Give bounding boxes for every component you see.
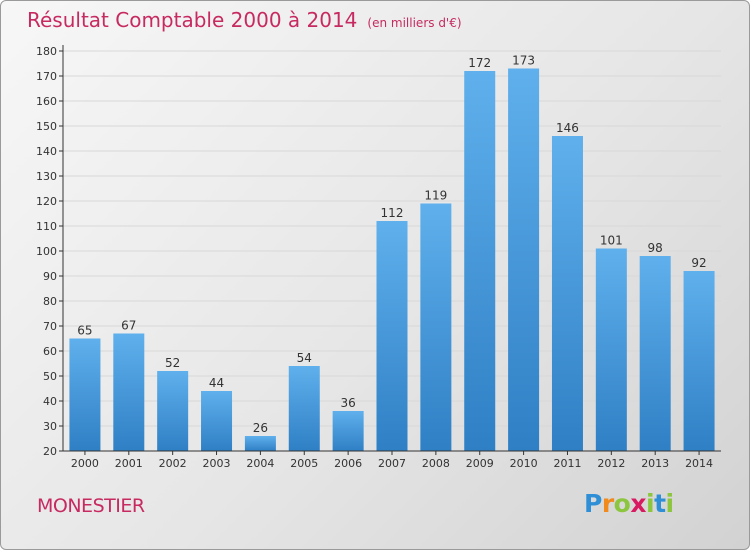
value-label: 65 [77, 324, 92, 338]
value-label: 36 [340, 396, 355, 410]
bar-2002 [157, 371, 189, 451]
bar-2003 [201, 391, 233, 451]
bar-2007 [376, 221, 408, 451]
value-label: 54 [297, 351, 312, 365]
value-label: 112 [381, 206, 404, 220]
x-tick-label: 2008 [422, 457, 450, 470]
value-label: 98 [648, 241, 663, 255]
location-name: MONESTIER [37, 495, 145, 517]
x-tick-label: 2012 [597, 457, 625, 470]
bar-2006 [332, 411, 364, 451]
y-tick-label: 160 [36, 95, 57, 108]
y-tick-label: 100 [36, 245, 57, 258]
bar-2008 [420, 203, 452, 451]
value-label: 146 [556, 121, 579, 135]
chart-title: Résultat Comptable 2000 à 2014 (en millie… [27, 8, 462, 32]
value-label: 44 [209, 376, 224, 390]
y-tick-label: 130 [36, 170, 57, 183]
y-tick-label: 70 [43, 320, 57, 333]
x-tick-label: 2014 [685, 457, 713, 470]
y-tick-label: 120 [36, 195, 57, 208]
y-tick-label: 180 [36, 45, 57, 58]
x-tick-label: 2010 [510, 457, 538, 470]
y-tick-label: 30 [43, 420, 57, 433]
bar-2010 [508, 68, 540, 451]
bar-2004 [244, 436, 276, 451]
x-tick-label: 2000 [71, 457, 99, 470]
value-label: 173 [512, 54, 535, 68]
bar-2001 [113, 333, 145, 451]
y-tick-label: 40 [43, 395, 57, 408]
x-tick-label: 2003 [203, 457, 231, 470]
value-label: 67 [121, 319, 136, 333]
x-tick-label: 2006 [334, 457, 362, 470]
y-tick-label: 60 [43, 345, 57, 358]
bar-2014 [683, 271, 715, 451]
value-label: 101 [600, 234, 623, 248]
x-tick-label: 2001 [115, 457, 143, 470]
y-tick-labels: 20 30 40 50 60 70 80 90 100 110 120 130 140 150 160 170… [36, 45, 57, 458]
y-tick-label: 80 [43, 295, 57, 308]
bar-2011 [551, 136, 583, 451]
y-tick-label: 110 [36, 220, 57, 233]
x-tick-label: 2011 [553, 457, 581, 470]
x-tick-label: 2007 [378, 457, 406, 470]
y-tick-label: 90 [43, 270, 57, 283]
y-tick-label: 20 [43, 445, 57, 458]
y-tick-label: 50 [43, 370, 57, 383]
x-tick-labels: 2000 2001 2002 2003 2004 2005 2006 2007 2008 2009… [71, 451, 713, 470]
bar-2009 [464, 71, 496, 451]
y-tick-label: 170 [36, 70, 57, 83]
value-label: 26 [253, 421, 268, 435]
bars [69, 68, 715, 451]
value-label: 52 [165, 356, 180, 370]
value-label: 119 [424, 189, 447, 203]
value-labels: 65 67 52 44 26 54 36 112 119 172 173 146 101 98 92 [77, 54, 706, 436]
x-tick-label: 2013 [641, 457, 669, 470]
x-tick-label: 2002 [159, 457, 187, 470]
bar-2012 [595, 248, 627, 451]
y-tick-label: 140 [36, 145, 57, 158]
proxiti-logo: Proxiti [584, 489, 674, 518]
y-tick-label: 150 [36, 120, 57, 133]
x-tick-label: 2009 [466, 457, 494, 470]
value-label: 172 [468, 56, 491, 70]
value-label: 92 [691, 256, 706, 270]
bar-2013 [639, 256, 671, 451]
x-tick-label: 2004 [246, 457, 274, 470]
bar-2005 [288, 366, 320, 451]
x-tick-label: 2005 [290, 457, 318, 470]
chart-subtitle: (en milliers d'€) [367, 16, 462, 30]
bar-2000 [69, 338, 101, 451]
